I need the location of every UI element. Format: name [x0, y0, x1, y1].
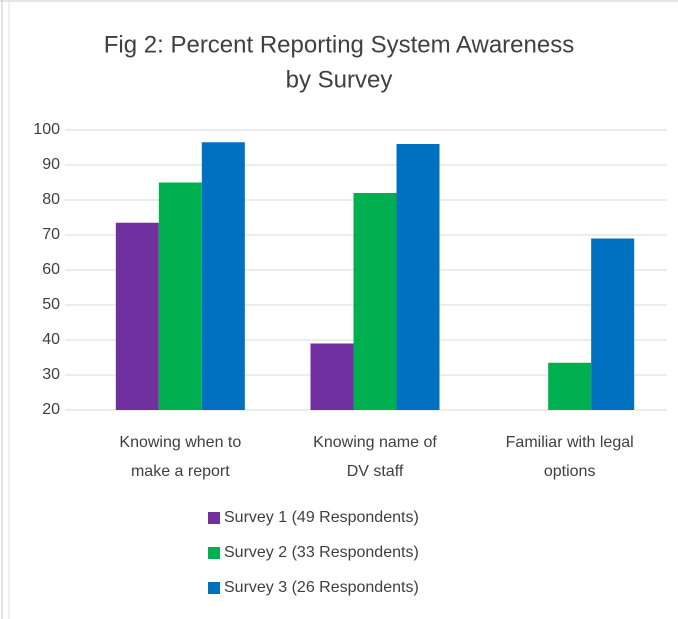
bar — [396, 144, 440, 410]
legend-label: Survey 2 (33 Respondents) — [224, 544, 419, 561]
y-tick-label: 100 — [33, 121, 60, 138]
x-tick-label: Familiar with legal — [506, 434, 634, 451]
y-tick-label: 60 — [42, 261, 60, 278]
x-tick-label: DV staff — [347, 463, 404, 480]
y-tick-label: 20 — [42, 401, 60, 418]
y-tick-label: 80 — [42, 191, 60, 208]
bar — [115, 222, 159, 410]
x-tick-label: Knowing when to — [119, 434, 241, 451]
legend-label: Survey 3 (26 Respondents) — [224, 579, 419, 596]
bar — [591, 238, 635, 410]
bar — [548, 362, 592, 410]
x-tick-label: make a report — [131, 463, 230, 480]
chart-title: by Survey — [286, 66, 393, 93]
y-tick-label: 90 — [42, 156, 60, 173]
bar — [310, 343, 354, 410]
chart-title: Fig 2: Percent Reporting System Awarenes… — [104, 31, 574, 58]
y-tick-label: 30 — [42, 366, 60, 383]
legend-swatch — [208, 512, 220, 524]
x-tick-label: Knowing name of — [313, 434, 437, 451]
legend-swatch — [208, 582, 220, 594]
bar — [201, 142, 245, 410]
y-tick-label: 70 — [42, 226, 60, 243]
bar — [158, 182, 202, 410]
y-tick-label: 50 — [42, 296, 60, 313]
bar — [353, 193, 397, 410]
x-tick-label: options — [544, 463, 596, 480]
legend-swatch — [208, 547, 220, 559]
legend-label: Survey 1 (49 Respondents) — [224, 509, 419, 526]
y-tick-label: 40 — [42, 331, 60, 348]
